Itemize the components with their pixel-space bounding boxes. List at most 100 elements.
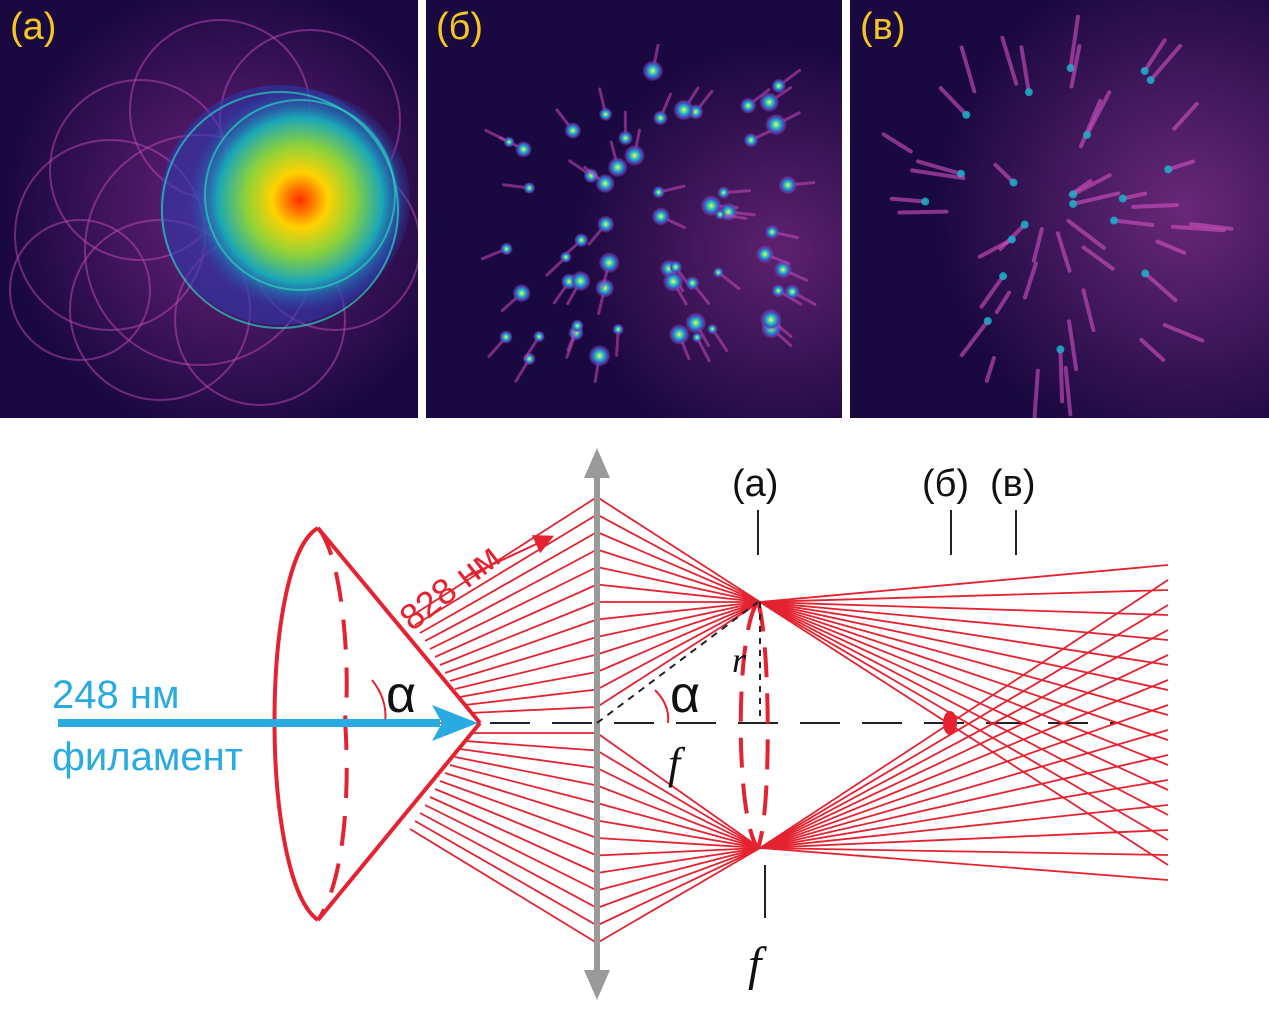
- filament-streak: [1081, 245, 1115, 271]
- filament-spot: [653, 110, 668, 126]
- filament-spot: [512, 283, 531, 303]
- filament-spot: [771, 284, 785, 298]
- input-ray: [449, 764, 598, 804]
- focusing-ray: [596, 513, 761, 603]
- lower-input-rays: [409, 732, 598, 944]
- lower-focusing-rays: [596, 732, 761, 944]
- output-ray: [759, 601, 1169, 841]
- filament-spot: [756, 245, 774, 263]
- filament-core: [1118, 194, 1127, 203]
- cone-angle-label: α: [386, 666, 416, 724]
- output-ray: [759, 601, 1169, 716]
- filament-spot: [707, 323, 718, 335]
- filament-core: [1056, 345, 1065, 354]
- filament-spot: [673, 99, 695, 121]
- filament-streak: [994, 290, 1012, 315]
- filament-streak: [1071, 173, 1112, 197]
- input-ray: [424, 548, 598, 642]
- output-ray: [759, 601, 1169, 616]
- filament-spot: [662, 271, 684, 292]
- input-ray: [464, 688, 598, 706]
- focusing-ray: [596, 847, 761, 944]
- filament-core: [1146, 76, 1155, 85]
- filament-streak: [916, 159, 964, 176]
- filament-spot: [668, 260, 683, 274]
- filament-streak: [1019, 45, 1031, 95]
- uv-wavelength-label: 248 нм: [52, 673, 179, 717]
- input-ray: [429, 566, 598, 650]
- focusing-ray: [596, 601, 761, 673]
- focusing-ray: [596, 601, 761, 621]
- output-ray: [759, 754, 1169, 849]
- filament-streak: [1069, 44, 1082, 89]
- output-ray: [759, 729, 1169, 849]
- filament-spot: [713, 267, 724, 278]
- filament-spot: [685, 276, 700, 291]
- focal-ring: [738, 600, 770, 850]
- input-ray: [454, 653, 598, 690]
- filament-core: [1020, 220, 1029, 229]
- input-ray: [444, 772, 598, 822]
- filament-streak: [959, 318, 990, 358]
- filament-spot: [685, 312, 707, 334]
- filament-core: [1141, 269, 1150, 278]
- filament-core: [983, 316, 992, 325]
- filament-spot: [778, 175, 798, 195]
- filament-spot: [597, 215, 615, 233]
- input-ray: [459, 748, 598, 769]
- filament-streak: [1142, 38, 1167, 73]
- input-ray: [409, 496, 598, 618]
- focusing-ray: [596, 767, 761, 849]
- cone-angle-arc: [371, 679, 387, 724]
- image-panel-c: (в): [850, 0, 1269, 418]
- focusing-ray: [596, 601, 761, 656]
- input-ray: [424, 804, 598, 892]
- image-panel-b: (б): [426, 0, 842, 418]
- output-ray: [759, 601, 1169, 641]
- output-ray: [759, 601, 1169, 791]
- filament-label: филамент: [52, 735, 243, 779]
- filament-core: [962, 110, 971, 119]
- filament-streak: [959, 45, 977, 94]
- filament-streak: [1055, 231, 1072, 273]
- filament-spot: [533, 330, 545, 343]
- optical-scheme: 248 нм филамент 828 нм α α r f f (а) (б)…: [52, 448, 1169, 1000]
- input-ray: [434, 788, 598, 857]
- filament-spot: [595, 278, 615, 298]
- filament-spot: [570, 270, 591, 292]
- filament-spots-image: [426, 0, 842, 418]
- filament-spot: [583, 168, 599, 184]
- filament-spot: [560, 251, 572, 263]
- filament-core: [1109, 216, 1118, 225]
- filament-spot: [743, 132, 759, 148]
- upper-focusing-rays: [596, 496, 761, 708]
- ring-pattern-image: [5, 0, 418, 418]
- input-ray: [449, 636, 598, 682]
- filament-spot: [571, 319, 584, 333]
- focal-length-label: f: [668, 739, 686, 788]
- focusing-ray: [596, 601, 761, 708]
- output-ray: [759, 564, 1169, 603]
- input-ray: [464, 740, 598, 752]
- filament-spot: [523, 182, 536, 194]
- focusing-ray: [596, 496, 761, 603]
- filament-core: [1083, 130, 1092, 139]
- filament-spot: [598, 252, 620, 274]
- filament-spot: [588, 344, 611, 367]
- input-ray: [409, 828, 598, 944]
- plane-b-label: (б): [922, 463, 969, 505]
- focusing-ray: [596, 784, 761, 849]
- filament-spot: [618, 130, 633, 146]
- filament-streak: [1170, 224, 1226, 233]
- filament-core: [1007, 235, 1016, 244]
- input-ray: [414, 820, 598, 927]
- filament-spot: [503, 136, 515, 148]
- filament-spot: [668, 324, 690, 345]
- panel-label-a: (а): [10, 6, 57, 48]
- filament-streak: [1085, 90, 1112, 137]
- output-ray: [759, 601, 1169, 691]
- input-ray: [439, 780, 598, 839]
- output-ray: [759, 679, 1169, 849]
- filament-streak: [1139, 337, 1166, 362]
- filament-streak: [1148, 43, 1183, 83]
